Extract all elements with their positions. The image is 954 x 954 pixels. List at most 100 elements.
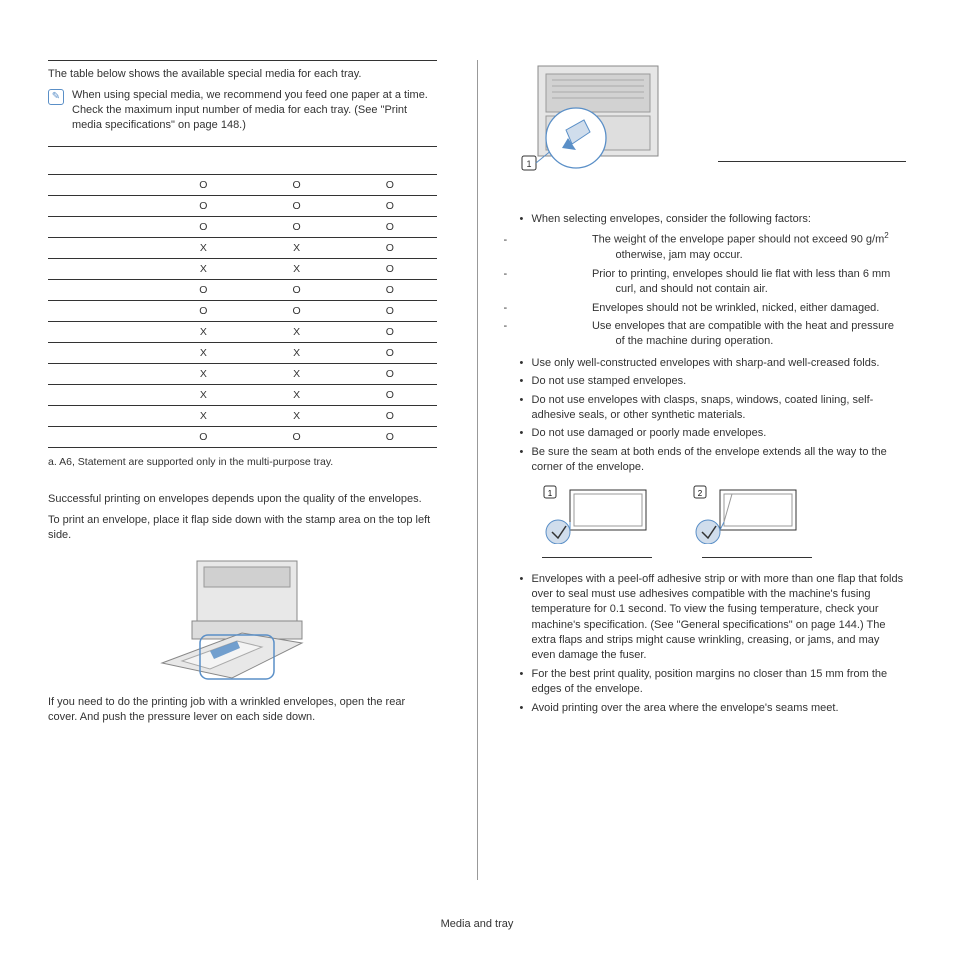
th-0 <box>48 147 157 175</box>
list-item: Avoid printing over the area where the e… <box>518 701 907 716</box>
table-cell: X <box>157 322 250 343</box>
list-item: Use only well-constructed envelopes with… <box>518 356 907 371</box>
diagram-label-lines <box>518 548 907 558</box>
table-cell: X <box>250 343 343 364</box>
th-1 <box>157 147 250 175</box>
table-cell: X <box>157 238 250 259</box>
table-row: XXO <box>48 343 437 364</box>
table-cell: O <box>343 196 436 217</box>
printer-front-figure <box>48 553 437 683</box>
list-item: For the best print quality, position mar… <box>518 667 907 698</box>
table-header-row <box>48 147 437 175</box>
list-item: Do not use envelopes with clasps, snaps,… <box>518 393 907 424</box>
table-cell <box>48 238 157 259</box>
envelope-p3: If you need to do the printing job with … <box>48 695 437 725</box>
table-cell <box>48 280 157 301</box>
column-divider <box>477 60 478 880</box>
table-cell: O <box>343 322 436 343</box>
envelope-p1: Successful printing on envelopes depends… <box>48 492 437 507</box>
table-row: XXO <box>48 406 437 427</box>
table-cell: O <box>157 175 250 196</box>
table-cell: O <box>343 175 436 196</box>
table-cell: O <box>250 280 343 301</box>
table-row: OOO <box>48 280 437 301</box>
table-cell: X <box>157 259 250 280</box>
printer-rear-figure: 1 <box>518 60 907 200</box>
factor-weight: - The weight of the envelope paper shoul… <box>546 230 907 263</box>
table-cell <box>48 343 157 364</box>
table-cell: O <box>343 259 436 280</box>
svg-text:2: 2 <box>697 489 702 498</box>
table-cell: X <box>157 364 250 385</box>
table-cell: X <box>157 343 250 364</box>
table-cell: X <box>250 385 343 406</box>
list-item: Be sure the seam at both ends of the env… <box>518 445 907 476</box>
table-cell: O <box>157 196 250 217</box>
table-cell: X <box>250 322 343 343</box>
table-row: OOO <box>48 175 437 196</box>
table-cell <box>48 196 157 217</box>
intro-text: The table below shows the available spec… <box>48 67 437 82</box>
table-row: XXO <box>48 322 437 343</box>
table-cell <box>48 175 157 196</box>
list-item: Do not use stamped envelopes. <box>518 374 907 389</box>
table-cell: O <box>157 217 250 238</box>
table-cell: O <box>343 238 436 259</box>
table-cell: X <box>250 406 343 427</box>
factors-intro: When selecting envelopes, consider the f… <box>518 212 907 350</box>
table-row: XXO <box>48 259 437 280</box>
table-cell: O <box>343 385 436 406</box>
table-row: OOO <box>48 301 437 322</box>
table-cell: O <box>343 343 436 364</box>
left-column: The table below shows the available spec… <box>48 60 437 880</box>
svg-text:1: 1 <box>547 489 552 498</box>
table-cell: O <box>250 301 343 322</box>
media-table: OOOOOOOOOXXOXXOOOOOOOXXOXXOXXOXXOXXOOOO <box>48 146 437 448</box>
table-cell: X <box>250 364 343 385</box>
list-item: Do not use damaged or poorly made envelo… <box>518 426 907 441</box>
table-row: OOO <box>48 217 437 238</box>
table-cell: O <box>343 427 436 448</box>
table-cell: O <box>343 217 436 238</box>
factor-temperature: - Use envelopes that are compatible with… <box>546 319 907 350</box>
table-cell <box>48 364 157 385</box>
table-cell: O <box>250 175 343 196</box>
th-3 <box>343 147 436 175</box>
table-cell: O <box>343 364 436 385</box>
table-cell <box>48 217 157 238</box>
table-cell <box>48 259 157 280</box>
table-cell: O <box>250 427 343 448</box>
table-cell <box>48 301 157 322</box>
svg-text:1: 1 <box>526 159 531 169</box>
table-row: XXO <box>48 385 437 406</box>
table-cell: O <box>250 196 343 217</box>
note-box: ✎ When using special media, we recommend… <box>48 88 437 133</box>
additional-guidelines-list: Envelopes with a peel-off adhesive strip… <box>518 572 907 717</box>
table-cell <box>48 406 157 427</box>
th-2 <box>250 147 343 175</box>
table-cell: X <box>157 385 250 406</box>
table-cell: X <box>250 259 343 280</box>
table-cell: O <box>343 301 436 322</box>
factor-construction: - Prior to printing, envelopes should li… <box>546 267 907 298</box>
envelope-seam-diagram: 1 2 <box>518 484 907 544</box>
page-footer: Media and tray <box>0 918 954 930</box>
right-column: 1 When selecting envelopes, consider the… <box>518 60 907 880</box>
table-row: OOO <box>48 196 437 217</box>
table-cell <box>48 385 157 406</box>
table-row: XXO <box>48 364 437 385</box>
envelope-p2: To print an envelope, place it flap side… <box>48 513 437 543</box>
table-row: OOO <box>48 427 437 448</box>
guidelines-list: Use only well-constructed envelopes with… <box>518 356 907 476</box>
table-cell <box>48 427 157 448</box>
table-cell: O <box>157 280 250 301</box>
factor-condition: - Envelopes should not be wrinkled, nick… <box>546 301 907 316</box>
note-text: When using special media, we recommend y… <box>72 88 437 133</box>
table-cell: O <box>250 217 343 238</box>
table-cell: O <box>157 427 250 448</box>
table-row: XXO <box>48 238 437 259</box>
table-cell: O <box>343 406 436 427</box>
table-cell: O <box>157 301 250 322</box>
table-cell: X <box>157 406 250 427</box>
table-cell: O <box>343 280 436 301</box>
